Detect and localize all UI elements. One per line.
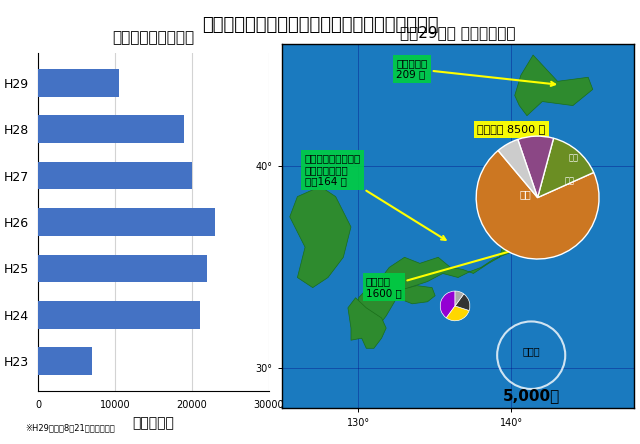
X-axis label: 測定検体数: 測定検体数 xyxy=(132,416,175,430)
Bar xyxy=(38,348,92,375)
Text: 福島: 福島 xyxy=(520,190,531,199)
Wedge shape xyxy=(518,136,554,198)
Text: 東北地方 8500 件: 東北地方 8500 件 xyxy=(477,124,546,135)
Text: 岩手: 岩手 xyxy=(568,153,578,162)
Bar xyxy=(38,208,215,236)
Bar xyxy=(38,254,207,282)
Text: 5,000件: 5,000件 xyxy=(502,388,560,403)
Wedge shape xyxy=(446,306,469,321)
Wedge shape xyxy=(455,291,464,306)
Wedge shape xyxy=(538,138,594,198)
Text: 中部・近畿・中国・
四国・九州地方
合計164 件: 中部・近畿・中国・ 四国・九州地方 合計164 件 xyxy=(305,153,445,240)
Wedge shape xyxy=(476,151,599,259)
Text: 関東地方
1600 件: 関東地方 1600 件 xyxy=(366,247,522,298)
Bar xyxy=(38,162,192,190)
Title: 平成29年度 地方別検体数: 平成29年度 地方別検体数 xyxy=(400,25,515,40)
Bar xyxy=(38,301,200,329)
Title: 全国の検体数の推移: 全国の検体数の推移 xyxy=(113,30,195,45)
Wedge shape xyxy=(455,294,470,310)
Text: 北海道地方
209 件: 北海道地方 209 件 xyxy=(396,58,555,86)
Text: 水産物の放射能測定検体数の推移と本年度の状況: 水産物の放射能測定検体数の推移と本年度の状況 xyxy=(202,16,438,34)
Wedge shape xyxy=(440,291,455,318)
Bar xyxy=(38,115,184,143)
Wedge shape xyxy=(498,139,538,198)
Text: 検体数: 検体数 xyxy=(522,346,540,356)
Text: ※H29年度は8月21日までの実績: ※H29年度は8月21日までの実績 xyxy=(26,424,115,433)
Text: 宮城: 宮城 xyxy=(564,176,575,185)
Bar xyxy=(38,69,119,96)
